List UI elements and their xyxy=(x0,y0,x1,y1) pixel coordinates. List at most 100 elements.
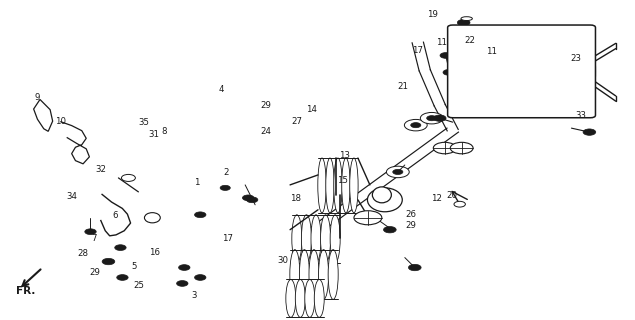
Ellipse shape xyxy=(318,158,326,213)
Ellipse shape xyxy=(433,142,456,154)
Text: 6: 6 xyxy=(112,211,117,220)
Text: 3: 3 xyxy=(191,291,197,300)
Ellipse shape xyxy=(328,250,338,300)
Text: 17: 17 xyxy=(222,234,233,243)
Ellipse shape xyxy=(575,26,596,116)
Ellipse shape xyxy=(570,82,592,99)
Ellipse shape xyxy=(314,279,324,317)
Ellipse shape xyxy=(85,229,96,235)
Ellipse shape xyxy=(542,56,567,69)
Text: 5: 5 xyxy=(131,262,137,271)
Text: 30: 30 xyxy=(277,256,289,265)
Text: 34: 34 xyxy=(66,192,77,201)
Text: 29: 29 xyxy=(89,268,100,277)
Text: 10: 10 xyxy=(55,117,67,126)
Text: 4: 4 xyxy=(218,85,224,94)
Ellipse shape xyxy=(368,188,403,212)
Text: FR.: FR. xyxy=(17,286,36,296)
Ellipse shape xyxy=(321,215,331,262)
Ellipse shape xyxy=(178,265,190,270)
FancyBboxPatch shape xyxy=(448,25,596,118)
Ellipse shape xyxy=(440,52,451,58)
Ellipse shape xyxy=(302,215,311,262)
Text: 32: 32 xyxy=(95,165,106,174)
Text: 33: 33 xyxy=(575,111,586,120)
Ellipse shape xyxy=(450,142,473,154)
Ellipse shape xyxy=(411,123,421,128)
Text: 8: 8 xyxy=(161,127,167,136)
Text: 23: 23 xyxy=(570,53,582,62)
Text: 15: 15 xyxy=(337,176,349,185)
Text: 12: 12 xyxy=(431,194,442,203)
Ellipse shape xyxy=(354,211,382,225)
Text: 25: 25 xyxy=(133,281,144,290)
Ellipse shape xyxy=(177,281,188,286)
Text: 26: 26 xyxy=(406,210,417,219)
Text: 24: 24 xyxy=(260,127,271,136)
Ellipse shape xyxy=(393,169,403,174)
Ellipse shape xyxy=(326,158,334,213)
Ellipse shape xyxy=(372,187,391,203)
Ellipse shape xyxy=(350,158,358,213)
Ellipse shape xyxy=(246,197,258,203)
Ellipse shape xyxy=(461,17,472,20)
Ellipse shape xyxy=(286,279,296,317)
Ellipse shape xyxy=(299,250,309,300)
Ellipse shape xyxy=(387,166,409,178)
Ellipse shape xyxy=(404,119,427,131)
Ellipse shape xyxy=(384,227,396,233)
Text: 20: 20 xyxy=(446,190,457,200)
Ellipse shape xyxy=(292,215,302,262)
Ellipse shape xyxy=(309,250,319,300)
Ellipse shape xyxy=(144,213,160,223)
Ellipse shape xyxy=(457,20,470,26)
Ellipse shape xyxy=(102,258,115,265)
Ellipse shape xyxy=(434,115,446,121)
Text: 18: 18 xyxy=(290,194,301,203)
Ellipse shape xyxy=(194,275,206,280)
Ellipse shape xyxy=(220,185,231,190)
Ellipse shape xyxy=(342,158,350,213)
Ellipse shape xyxy=(450,29,469,114)
Ellipse shape xyxy=(427,116,437,121)
Ellipse shape xyxy=(408,264,421,271)
Ellipse shape xyxy=(443,69,455,75)
Text: 11: 11 xyxy=(436,38,446,47)
Text: 13: 13 xyxy=(338,151,350,160)
Text: 19: 19 xyxy=(427,10,438,19)
Ellipse shape xyxy=(330,215,340,262)
Ellipse shape xyxy=(420,112,443,124)
Ellipse shape xyxy=(117,275,128,280)
Ellipse shape xyxy=(194,212,206,218)
Ellipse shape xyxy=(295,279,305,317)
Text: 7: 7 xyxy=(91,234,97,243)
Ellipse shape xyxy=(454,201,465,207)
Text: 17: 17 xyxy=(412,45,423,55)
Text: 16: 16 xyxy=(149,248,159,257)
Ellipse shape xyxy=(319,250,329,300)
Text: 21: 21 xyxy=(398,82,408,91)
Ellipse shape xyxy=(311,215,321,262)
Text: 1: 1 xyxy=(194,178,200,187)
Text: 22: 22 xyxy=(464,36,475,45)
Text: 2: 2 xyxy=(223,168,229,177)
Ellipse shape xyxy=(115,245,126,251)
Text: 29: 29 xyxy=(406,221,417,230)
Text: 29: 29 xyxy=(260,101,271,110)
Ellipse shape xyxy=(477,56,502,69)
Ellipse shape xyxy=(334,158,342,213)
Ellipse shape xyxy=(462,50,473,55)
Text: 35: 35 xyxy=(138,118,149,127)
Polygon shape xyxy=(34,100,53,131)
Text: 28: 28 xyxy=(77,250,88,259)
Ellipse shape xyxy=(121,174,135,181)
Ellipse shape xyxy=(243,195,254,201)
Text: 9: 9 xyxy=(35,93,40,102)
Text: 14: 14 xyxy=(305,105,317,114)
Text: 27: 27 xyxy=(291,117,303,126)
Ellipse shape xyxy=(290,250,300,300)
Ellipse shape xyxy=(305,279,315,317)
Text: 11: 11 xyxy=(486,47,497,56)
Ellipse shape xyxy=(583,129,596,135)
Text: 31: 31 xyxy=(149,130,159,139)
